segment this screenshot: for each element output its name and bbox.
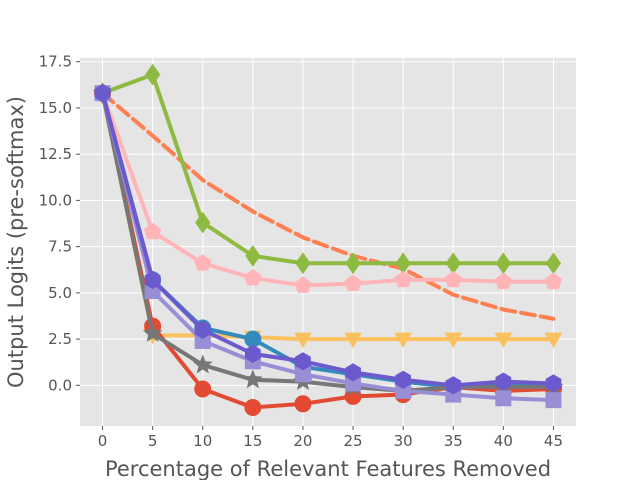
series-line <box>100 91 556 288</box>
x-tick-label: 25 <box>344 432 363 450</box>
data-point <box>544 332 563 349</box>
data-point <box>94 84 111 103</box>
data-point <box>444 270 462 288</box>
y-tick-label: 0.0 <box>48 376 72 394</box>
series-line <box>100 91 556 403</box>
data-point <box>243 369 263 389</box>
series-0 <box>100 91 556 321</box>
data-point <box>394 270 412 288</box>
data-point <box>244 344 261 363</box>
data-point <box>295 252 311 275</box>
data-point <box>444 332 463 349</box>
data-point <box>344 274 362 291</box>
y-tick-label: 10.0 <box>39 191 72 209</box>
data-point <box>395 370 412 389</box>
series-8 <box>94 84 562 395</box>
data-point <box>545 392 562 409</box>
data-point <box>294 332 312 349</box>
y-axis-label: Output Logits (pre-softmax) <box>4 96 28 388</box>
y-tick-label: 12.5 <box>39 145 72 163</box>
x-tick-label: 45 <box>544 432 563 450</box>
data-point <box>192 354 213 374</box>
y-tick-label: 2.5 <box>48 330 72 348</box>
data-point <box>244 330 262 348</box>
data-point <box>494 272 513 290</box>
series-line <box>100 91 556 393</box>
series-7 <box>94 85 562 409</box>
ticks: 0 5 10 15 20 25 30 35 40 45 0.0 2.5 5.0 7.5 10.0 12.5 15… <box>39 53 563 450</box>
data-point <box>294 276 312 293</box>
data-point <box>143 222 162 240</box>
data-point <box>295 352 311 371</box>
data-point <box>445 376 462 395</box>
data-point <box>145 63 161 86</box>
series-line <box>100 91 556 388</box>
series-line <box>100 72 556 266</box>
data-point <box>294 395 312 413</box>
data-point <box>394 332 413 349</box>
data-point <box>494 332 513 349</box>
x-axis-label: Percentage of Relevant Features Removed <box>105 457 551 480</box>
data-point <box>345 363 361 382</box>
series-line <box>100 91 556 342</box>
x-tick-label: 40 <box>494 432 513 450</box>
data-point <box>495 390 512 407</box>
series-line <box>100 91 556 321</box>
y-tick-label: 7.5 <box>48 238 72 256</box>
series-2 <box>93 84 563 293</box>
data-point <box>194 254 212 271</box>
x-tick-label: 30 <box>394 432 413 450</box>
data-point <box>544 272 563 290</box>
data-point <box>495 372 512 391</box>
y-tick-label: 17.5 <box>39 53 72 71</box>
x-tick-label: 0 <box>98 432 108 450</box>
x-tick-label: 35 <box>444 432 463 450</box>
plot-background <box>80 58 576 426</box>
data-point <box>194 380 212 398</box>
data-point <box>244 399 262 417</box>
series-layer <box>92 63 564 417</box>
data-point <box>345 252 361 275</box>
data-point <box>195 211 211 234</box>
data-point <box>194 320 211 339</box>
data-point <box>244 268 262 286</box>
x-tick-label: 15 <box>243 432 262 450</box>
x-tick-label: 10 <box>193 432 212 450</box>
x-tick-label: 20 <box>293 432 312 450</box>
x-tick-label: 5 <box>148 432 158 450</box>
data-point <box>245 244 261 267</box>
data-point <box>144 270 161 289</box>
data-point <box>142 323 163 342</box>
y-tick-label: 5.0 <box>48 284 72 302</box>
data-point <box>545 374 562 393</box>
data-point <box>344 332 362 349</box>
y-tick-label: 15.0 <box>39 99 72 117</box>
